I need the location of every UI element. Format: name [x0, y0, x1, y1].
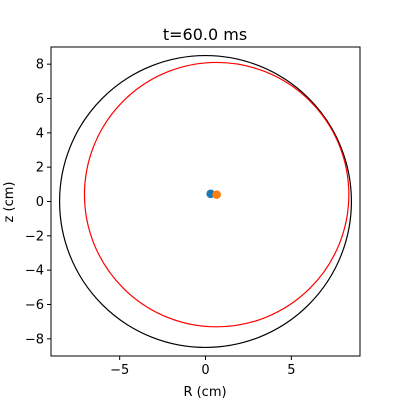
y-tick-label: 6: [36, 92, 44, 107]
axes-frame: [50, 46, 361, 357]
data-point-2: [212, 190, 221, 199]
y-tick-label: 0: [36, 195, 44, 210]
y-tick-label: 4: [36, 126, 44, 141]
y-tick-label: 2: [36, 161, 44, 176]
y-tick-label: −6: [25, 298, 44, 313]
x-tick-label: 5: [287, 363, 295, 378]
y-tick-label: −4: [25, 264, 44, 279]
x-tick-label: 0: [201, 363, 209, 378]
y-tick-label: −8: [25, 332, 44, 347]
y-tick-label: −2: [25, 229, 44, 244]
contour-circle: [83, 61, 350, 328]
y-axis-label: z (cm): [2, 182, 17, 223]
y-tick-label: 8: [36, 58, 44, 73]
boundary-circle: [58, 54, 353, 349]
x-tick-label: −5: [110, 363, 129, 378]
chart-title: t=60.0 ms: [163, 25, 247, 44]
x-axis-label: R (cm): [183, 385, 226, 400]
plot-area: −5 0 5 −8 −6 −4 −2 0 2 4 6 8: [25, 46, 361, 378]
